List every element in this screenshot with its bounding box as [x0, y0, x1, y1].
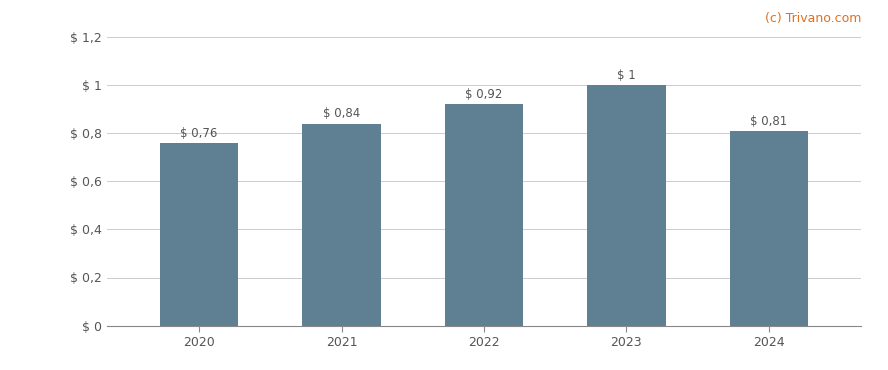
Bar [303, 124, 381, 326]
Bar [730, 131, 808, 326]
Bar [160, 143, 238, 326]
Text: $ 1: $ 1 [617, 69, 636, 82]
Text: $ 0,76: $ 0,76 [180, 127, 218, 140]
Bar [587, 85, 665, 326]
Text: $ 0,84: $ 0,84 [323, 107, 361, 121]
Text: $ 0,81: $ 0,81 [750, 115, 788, 128]
Bar [445, 104, 523, 326]
Text: (c) Trivano.com: (c) Trivano.com [765, 13, 861, 26]
Text: $ 0,92: $ 0,92 [465, 88, 503, 101]
